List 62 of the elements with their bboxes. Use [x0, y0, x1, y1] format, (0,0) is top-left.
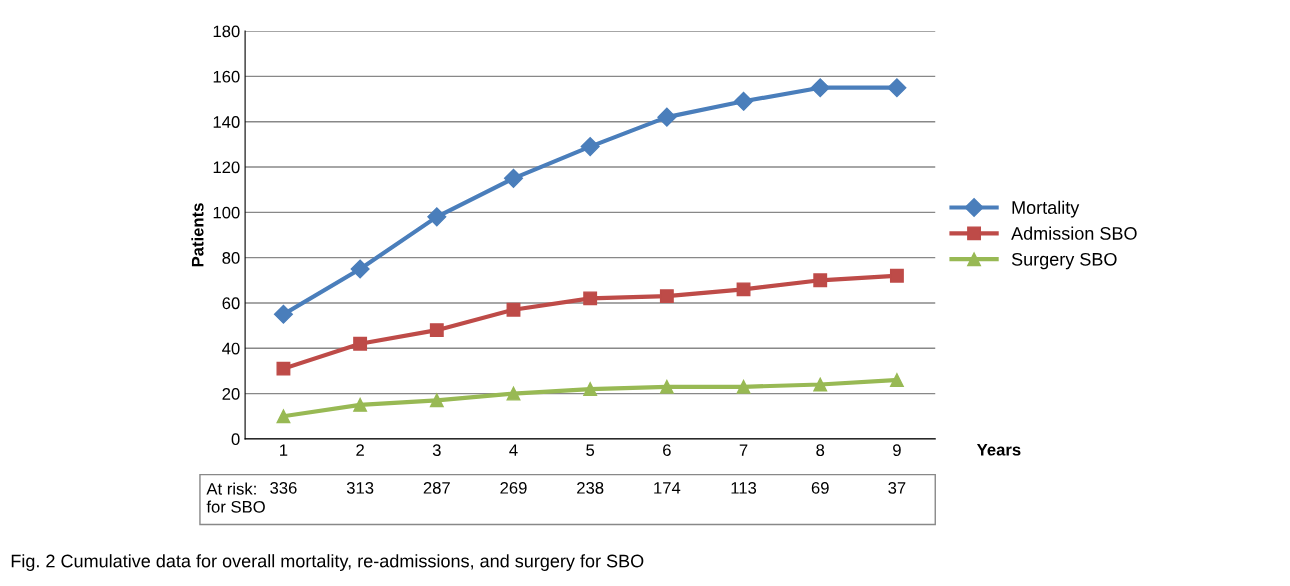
- y-tick-label: 180: [213, 25, 240, 38]
- point: [810, 78, 830, 98]
- point: [813, 377, 828, 392]
- y-tick-label: 120: [213, 161, 240, 174]
- point: [506, 386, 521, 401]
- text: 174: [654, 482, 681, 494]
- point: [659, 289, 674, 304]
- point: [427, 207, 447, 227]
- legend-label: Mortality: [1012, 200, 1080, 218]
- x-tick-label: 3: [432, 444, 441, 457]
- legend-label: Surgery SBO: [1011, 252, 1117, 270]
- text: 113: [731, 481, 757, 494]
- text: 336: [270, 481, 297, 494]
- point: [429, 323, 444, 338]
- point: [889, 373, 904, 387]
- point: [736, 282, 751, 297]
- x-tick-label: 4: [509, 444, 518, 456]
- y-tick-label: 40: [222, 342, 240, 355]
- y-axis-title: Patients: [191, 203, 204, 267]
- text: Fig. 2 Cumulative data for overall mortality, re-admissions, and surgery for SBO: [11, 554, 644, 571]
- y-tick-label: 140: [213, 116, 240, 128]
- point: [813, 273, 828, 288]
- x-tick-label: 7: [739, 444, 748, 456]
- y-tick-label: 60: [222, 297, 240, 310]
- point: [276, 409, 291, 424]
- text: 287: [423, 481, 450, 494]
- legend-label: Admission SBO: [1011, 226, 1137, 240]
- y-tick-label: 20: [222, 388, 240, 400]
- point: [350, 259, 370, 279]
- point: [659, 379, 674, 394]
- point: [583, 291, 598, 306]
- x-axis-title: Years: [976, 443, 1021, 456]
- x-tick-label: 1: [280, 444, 288, 456]
- point: [889, 268, 904, 283]
- x-tick-label: 2: [356, 444, 364, 456]
- x-tick-label: 5: [586, 444, 595, 457]
- text: At risk: for SBO: [206, 482, 265, 513]
- y-tick-label: 100: [213, 206, 240, 219]
- point: [506, 302, 521, 317]
- x-tick-label: 9: [893, 444, 901, 457]
- y-tick-label: 160: [213, 70, 240, 83]
- text: 37: [888, 481, 906, 494]
- point: [583, 382, 598, 397]
- point: [276, 361, 291, 376]
- point: [580, 137, 600, 157]
- point: [657, 107, 677, 127]
- point: [734, 91, 754, 111]
- x-tick-label: 8: [816, 444, 825, 457]
- y-tick-label: 0: [231, 433, 240, 446]
- point: [353, 397, 368, 412]
- point: [503, 168, 524, 188]
- point: [353, 336, 368, 351]
- x-tick-label: 6: [663, 444, 671, 457]
- text: 269: [500, 481, 527, 494]
- point: [429, 393, 444, 408]
- point: [736, 379, 751, 394]
- point: [887, 78, 907, 98]
- point: [273, 304, 293, 324]
- y-tick-label: 80: [222, 252, 240, 264]
- text: 238: [577, 481, 604, 494]
- text: 69: [811, 481, 829, 494]
- text: 313: [346, 481, 374, 494]
